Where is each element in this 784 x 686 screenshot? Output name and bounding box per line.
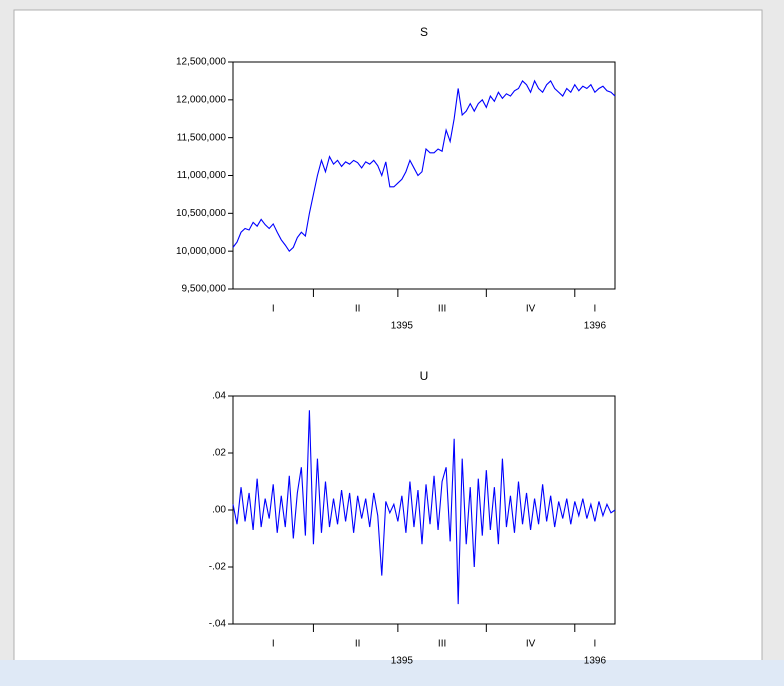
y-tick-label: 11,500,000 — [177, 132, 227, 143]
x-tick-label: I — [594, 639, 597, 650]
y-tick-label: .00 — [212, 505, 226, 516]
y-tick-label: 12,000,000 — [176, 94, 226, 105]
y-tick-label: 12,500,000 — [176, 57, 226, 68]
x-tick-label: IV — [526, 639, 536, 650]
y-tick-label: .02 — [212, 448, 226, 459]
y-tick-label: 11,000,000 — [177, 170, 227, 181]
plot-frame — [233, 62, 615, 289]
x-tick-label: IV — [526, 304, 536, 315]
x-tick-label: I — [272, 304, 275, 315]
x-group-label: 1396 — [584, 656, 607, 667]
x-tick-label: I — [272, 639, 275, 650]
page: S 9,500,000 10,000,000 10,500,000 11,000,000… — [0, 0, 784, 686]
x-tick-label: II — [355, 304, 361, 315]
y-tick-label: -.02 — [209, 562, 227, 573]
x-group-label: 1396 — [584, 321, 607, 332]
x-tick-label: III — [438, 304, 446, 315]
y-tick-label: 10,000,000 — [176, 246, 226, 257]
y-tick-label: .04 — [212, 391, 226, 402]
x-tick-label: I — [594, 304, 597, 315]
chart-title: U — [420, 369, 429, 383]
chart: S 9,500,000 10,000,000 10,500,000 11,000,000… — [0, 0, 784, 686]
y-tick-label: 10,500,000 — [176, 208, 226, 219]
x-group-label: 1395 — [391, 656, 414, 667]
y-tick-label: -.04 — [209, 619, 227, 630]
x-tick-label: II — [355, 639, 361, 650]
x-group-label: 1395 — [391, 321, 414, 332]
chart-title: S — [420, 25, 428, 39]
y-tick-label: 9,500,000 — [182, 284, 227, 295]
x-tick-label: III — [438, 639, 446, 650]
